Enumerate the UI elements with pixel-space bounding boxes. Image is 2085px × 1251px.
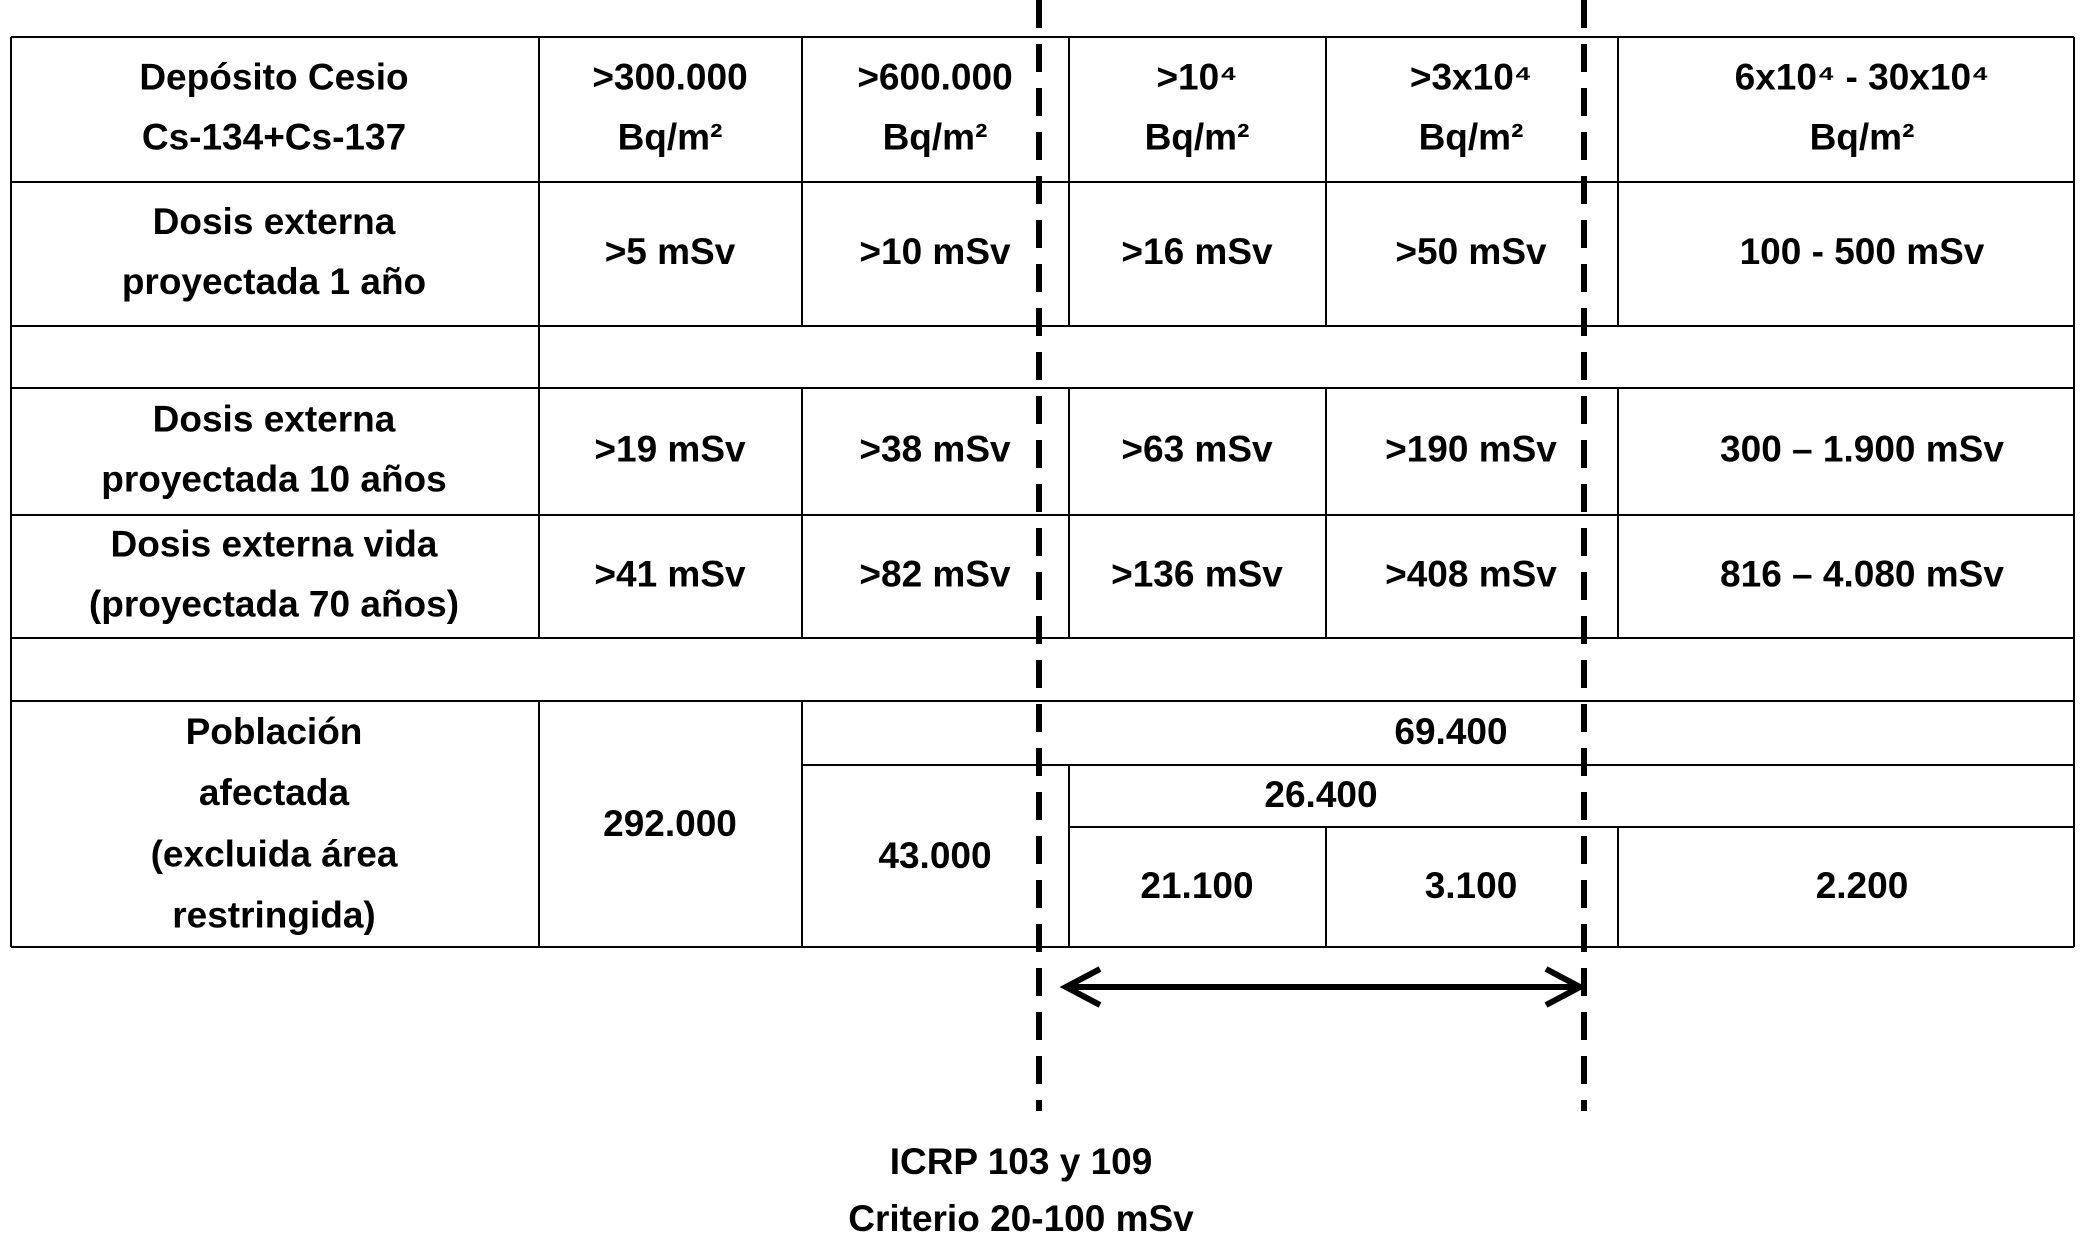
cell: 292.000 bbox=[603, 803, 737, 844]
cell: 21.100 bbox=[1140, 865, 1253, 906]
cell: >190 mSv bbox=[1385, 428, 1557, 469]
cell: >16 mSv bbox=[1121, 231, 1273, 272]
row-label: (proyectada 70 años) bbox=[89, 583, 459, 624]
row-label: restringida) bbox=[172, 895, 376, 936]
row-label: Dosis externa vida bbox=[111, 523, 438, 564]
cell: Bq/m² bbox=[1419, 116, 1524, 157]
table-grid bbox=[10, 36, 2075, 948]
cell: >38 mSv bbox=[859, 428, 1011, 469]
cell: >300.000 bbox=[592, 56, 747, 97]
row-label: proyectada 10 años bbox=[101, 458, 446, 499]
cell: >10 mSv bbox=[859, 231, 1011, 272]
cell: 26.400 bbox=[1264, 774, 1377, 815]
cell: 300 – 1.900 mSv bbox=[1720, 428, 2004, 469]
cell: 3.100 bbox=[1425, 865, 1518, 906]
row-label: (excluida área bbox=[151, 833, 398, 874]
cell: >3x10⁴ bbox=[1410, 56, 1532, 97]
cell: >600.000 bbox=[857, 56, 1012, 97]
table-text: Depósito Cesio Cs-134+Cs-137 >300.000 Bq/m²… bbox=[89, 56, 2004, 935]
cell: >63 mSv bbox=[1121, 428, 1273, 469]
row-label: afectada bbox=[199, 772, 350, 813]
cell: 100 - 500 mSv bbox=[1740, 231, 1985, 272]
row-label: Dosis externa bbox=[153, 201, 396, 242]
cell: 69.400 bbox=[1394, 711, 1507, 752]
note-line: ICRP 103 y 109 bbox=[890, 1141, 1153, 1182]
cell: >408 mSv bbox=[1385, 553, 1557, 594]
cell: 816 – 4.080 mSv bbox=[1720, 553, 2004, 594]
cell: >10⁴ bbox=[1156, 56, 1237, 97]
row-label: Dosis externa bbox=[153, 398, 396, 439]
cell: >50 mSv bbox=[1395, 231, 1547, 272]
note-line: Criterio 20-100 mSv bbox=[848, 1198, 1194, 1239]
range-arrow bbox=[1059, 966, 1587, 1008]
cell: Bq/m² bbox=[1145, 116, 1250, 157]
cell: >82 mSv bbox=[859, 553, 1011, 594]
cell: >5 mSv bbox=[605, 231, 736, 272]
cell: Bq/m² bbox=[1810, 116, 1915, 157]
cell: Bq/m² bbox=[883, 116, 988, 157]
cell: 43.000 bbox=[878, 835, 991, 876]
cell: 6x10⁴ - 30x10⁴ bbox=[1735, 56, 1990, 97]
cell: Bq/m² bbox=[618, 116, 723, 157]
cell: >41 mSv bbox=[594, 553, 746, 594]
row-label: Cs-134+Cs-137 bbox=[142, 116, 406, 157]
row-label: proyectada 1 año bbox=[122, 261, 426, 302]
cell: 2.200 bbox=[1816, 865, 1909, 906]
cell: >19 mSv bbox=[594, 428, 746, 469]
cell: >136 mSv bbox=[1111, 553, 1283, 594]
row-label: Depósito Cesio bbox=[139, 56, 408, 97]
row-label: Población bbox=[186, 711, 363, 752]
